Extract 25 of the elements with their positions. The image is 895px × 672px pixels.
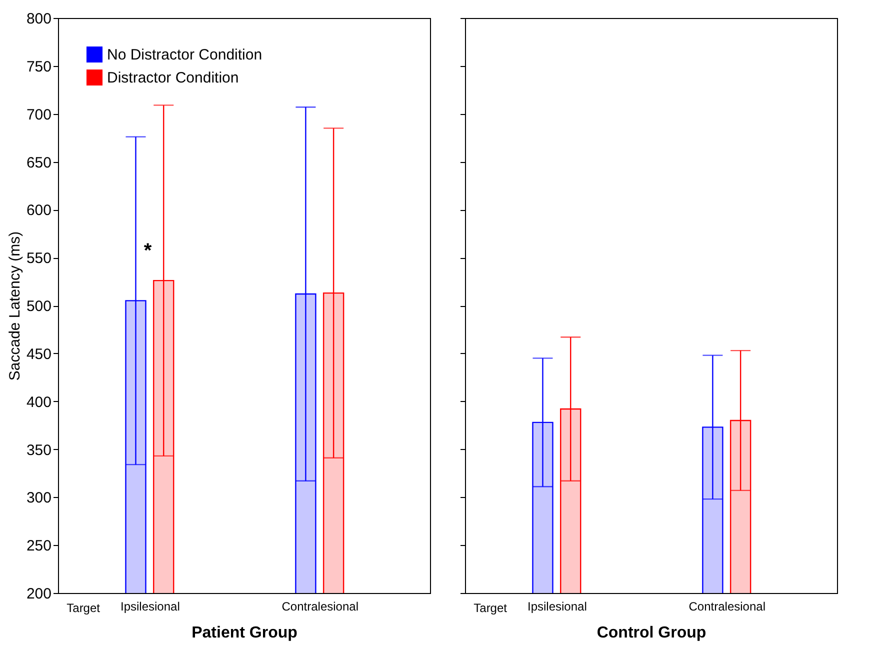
y-tick-label: 300 [26,490,52,507]
legend-label: No Distractor Condition [107,46,262,64]
x-axis-title: Control Group [596,624,706,642]
y-tick-label: 750 [26,58,52,76]
legend-label: Distractor Condition [107,70,239,86]
y-tick-label: 550 [26,250,52,268]
y-tick-label: 700 [26,106,52,124]
y-axis-title: Saccade Latency (ms) [6,231,24,381]
x-axis-title: Patient Group [192,624,298,642]
y-tick-label: 250 [26,538,52,555]
x-tick-label: Ipsilesional [527,600,587,614]
x-tick-label: Ipsilesional [120,600,180,614]
annotation: * [144,240,152,262]
y-tick-label: 450 [26,346,52,363]
y-tick-label: 500 [26,298,52,315]
y-tick-label: 350 [26,442,52,459]
y-tick-label: 200 [26,586,52,602]
text: Target [66,601,101,615]
x-tick-label: Contralesional [688,600,766,614]
y-tick-label: 400 [26,394,52,411]
y-tick-label: 800 [26,10,52,28]
y-tick-label: 600 [26,202,52,220]
x-tick-label: Contralesional [282,600,358,614]
y-tick-label: 650 [26,154,52,172]
text: Target [474,601,508,615]
